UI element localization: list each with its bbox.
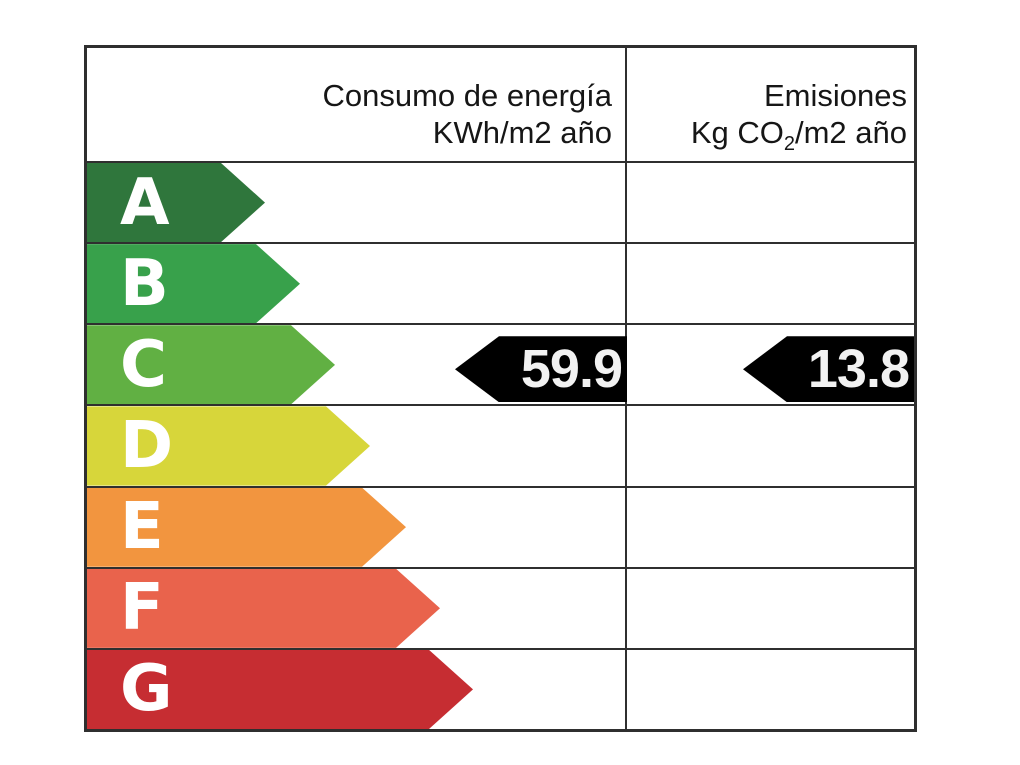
rating-arrow-f: F <box>87 569 440 648</box>
emisiones-value: 13.8 <box>807 339 910 400</box>
rating-arrow-b: B <box>87 244 300 323</box>
rating-row-c: C 59.9 13.8 <box>87 323 914 404</box>
emisiones-value-arrow: 13.8 <box>743 336 914 403</box>
rating-arrow-d: D <box>87 406 370 485</box>
rating-letter-d: D <box>120 408 174 483</box>
rating-letter-f: F <box>120 571 164 646</box>
rating-row-f: F <box>87 566 914 648</box>
header-emisiones-unit-suffix: /m2 año <box>794 115 907 150</box>
rating-row-d: D <box>87 404 914 485</box>
rating-arrow-g: G <box>87 650 473 729</box>
rating-letter-e: E <box>120 490 164 565</box>
rating-letter-b: B <box>120 246 169 321</box>
header-consumo: Consumo de energía KWh/m2 año <box>87 48 627 161</box>
rating-arrow-e: E <box>87 488 406 567</box>
energy-label-table: Consumo de energía KWh/m2 año Emisiones … <box>84 45 917 732</box>
rating-row-a: A <box>87 161 914 242</box>
header-emisiones-unit-prefix: Kg CO <box>690 115 784 150</box>
header-emisiones-line1: Emisiones <box>764 78 907 113</box>
header-emisiones-line2: Kg CO2/m2 año <box>690 114 907 154</box>
table-header: Consumo de energía KWh/m2 año Emisiones … <box>87 48 914 161</box>
header-emisiones-unit-sub: 2 <box>783 133 795 156</box>
consumo-value-arrow: 59.9 <box>455 336 627 403</box>
rating-row-e: E <box>87 485 914 567</box>
header-consumo-line2: KWh/m2 año <box>432 115 612 150</box>
rating-row-g: G <box>87 647 914 729</box>
rating-letter-c: C <box>120 327 167 402</box>
rating-letter-g: G <box>120 652 173 727</box>
consumo-value: 59.9 <box>520 339 623 400</box>
rating-arrow-c: C <box>87 325 335 404</box>
header-consumo-line1: Consumo de energía <box>322 78 612 113</box>
rating-letter-a: A <box>120 165 170 240</box>
rating-row-b: B <box>87 242 914 323</box>
rating-arrow-a: A <box>87 163 265 242</box>
header-emisiones: Emisiones Kg CO2/m2 año <box>627 48 914 161</box>
